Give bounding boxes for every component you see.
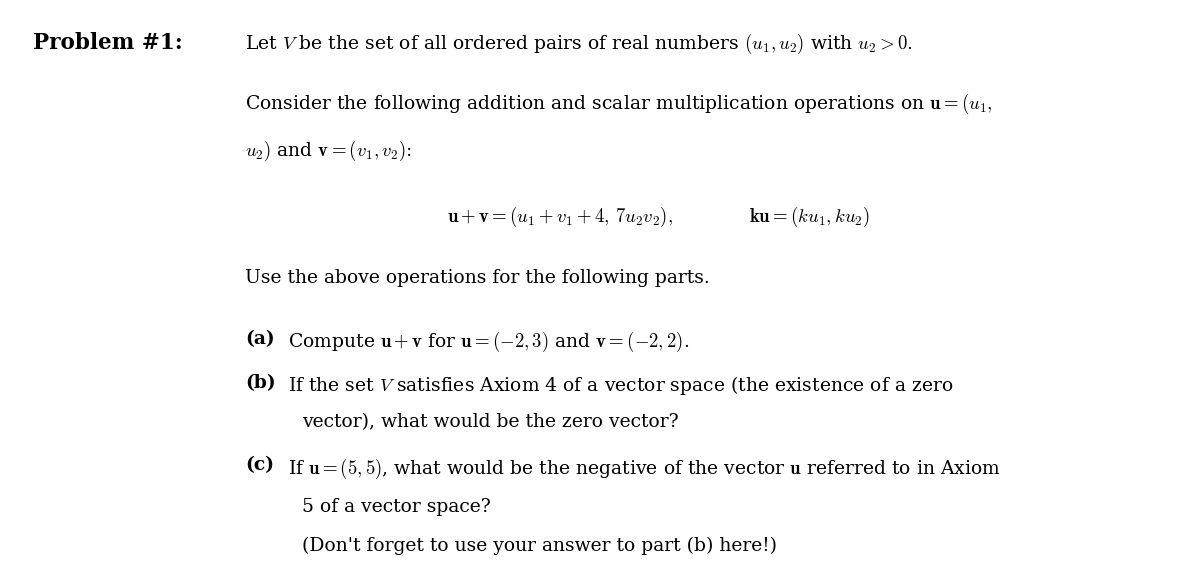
Text: Use the above operations for the following parts.: Use the above operations for the followi… xyxy=(245,269,709,287)
Text: Consider the following addition and scalar multiplication operations on $\mathbf: Consider the following addition and scal… xyxy=(245,91,992,116)
Text: $\mathbf{ku} = (ku_1, ku_2)$: $\mathbf{ku} = (ku_1, ku_2)$ xyxy=(749,205,870,230)
Text: $\mathbf{u} + \mathbf{v} = (u_1 + v_1 + 4,\, 7u_2v_2),$: $\mathbf{u} + \mathbf{v} = (u_1 + v_1 + … xyxy=(448,205,673,230)
Text: Compute $\mathbf{u} + \mathbf{v}$ for $\mathbf{u} = (-2, 3)$ and $\mathbf{v} = (: Compute $\mathbf{u} + \mathbf{v}$ for $\… xyxy=(288,330,690,354)
Text: (c): (c) xyxy=(245,456,274,475)
Text: (a): (a) xyxy=(245,330,275,348)
Text: If $\mathbf{u} = (5, 5)$, what would be the negative of the vector $\mathbf{u}$ : If $\mathbf{u} = (5, 5)$, what would be … xyxy=(288,456,1001,480)
Text: (Don't forget to use your answer to part (b) here!): (Don't forget to use your answer to part… xyxy=(302,536,778,554)
Text: $u_2)$ and $\mathbf{v} = (v_1, v_2)$:: $u_2)$ and $\mathbf{v} = (v_1, v_2)$: xyxy=(245,139,412,163)
Text: 5 of a vector space?: 5 of a vector space? xyxy=(302,497,491,515)
Text: Problem #1:: Problem #1: xyxy=(34,31,182,54)
Text: (b): (b) xyxy=(245,374,276,392)
Text: Let $V$ be the set of all ordered pairs of real numbers $(u_1, u_2)$ with $u_2 >: Let $V$ be the set of all ordered pairs … xyxy=(245,31,913,56)
Text: vector), what would be the zero vector?: vector), what would be the zero vector? xyxy=(302,413,679,431)
Text: If the set $V$ satisfies Axiom 4 of a vector space (the existence of a zero: If the set $V$ satisfies Axiom 4 of a ve… xyxy=(288,374,954,398)
